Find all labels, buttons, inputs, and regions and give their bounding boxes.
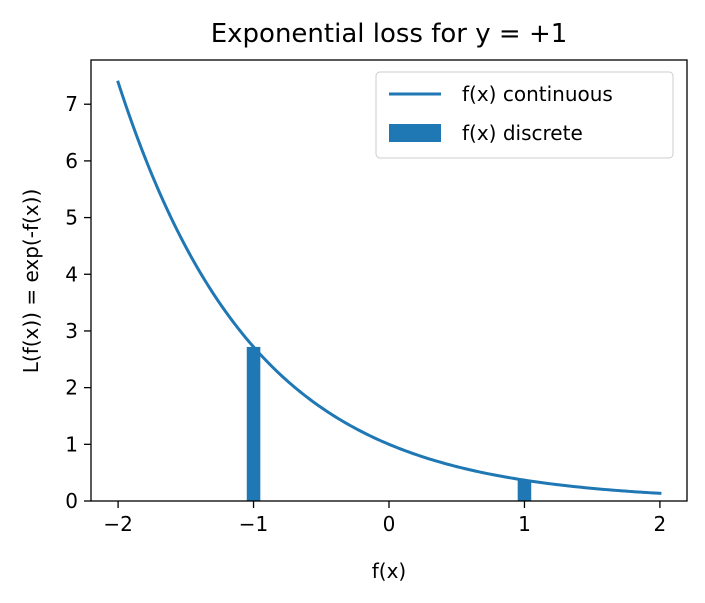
legend-label-continuous: f(x) continuous [462,82,613,106]
legend-label-discrete: f(x) discrete [462,121,583,145]
x-tick-label: −1 [239,512,268,536]
y-tick-label: 3 [65,319,78,343]
chart-title: Exponential loss for y = +1 [211,19,568,49]
y-tick-label: 0 [65,489,78,513]
bars-layer [246,346,532,501]
series-line-continuous [116,80,662,495]
bar-2 [517,480,532,501]
bar-1 [246,346,261,501]
legend-frame [375,71,674,159]
y-tick-label: 2 [65,376,78,400]
y-tick-label: 7 [65,92,78,116]
y-tick-label: 1 [65,432,78,456]
x-axis: −2 −1 0 1 2 [103,501,666,536]
line-layer [116,80,662,495]
x-tick-label: 1 [518,512,531,536]
x-tick-label: −2 [103,512,132,536]
x-axis-label: f(x) [372,559,406,583]
y-tick-label: 5 [65,206,78,230]
x-tick-label: 2 [654,512,667,536]
y-tick-label: 6 [65,149,78,173]
legend-swatch-discrete [389,124,441,142]
y-tick-label: 4 [65,262,78,286]
y-axis-label: L(f(x)) = exp(-f(x)) [19,189,43,374]
x-tick-label: 0 [383,512,396,536]
y-axis: 0 1 2 3 4 5 6 7 [65,92,91,513]
legend: f(x) continuous f(x) discrete [375,71,674,159]
